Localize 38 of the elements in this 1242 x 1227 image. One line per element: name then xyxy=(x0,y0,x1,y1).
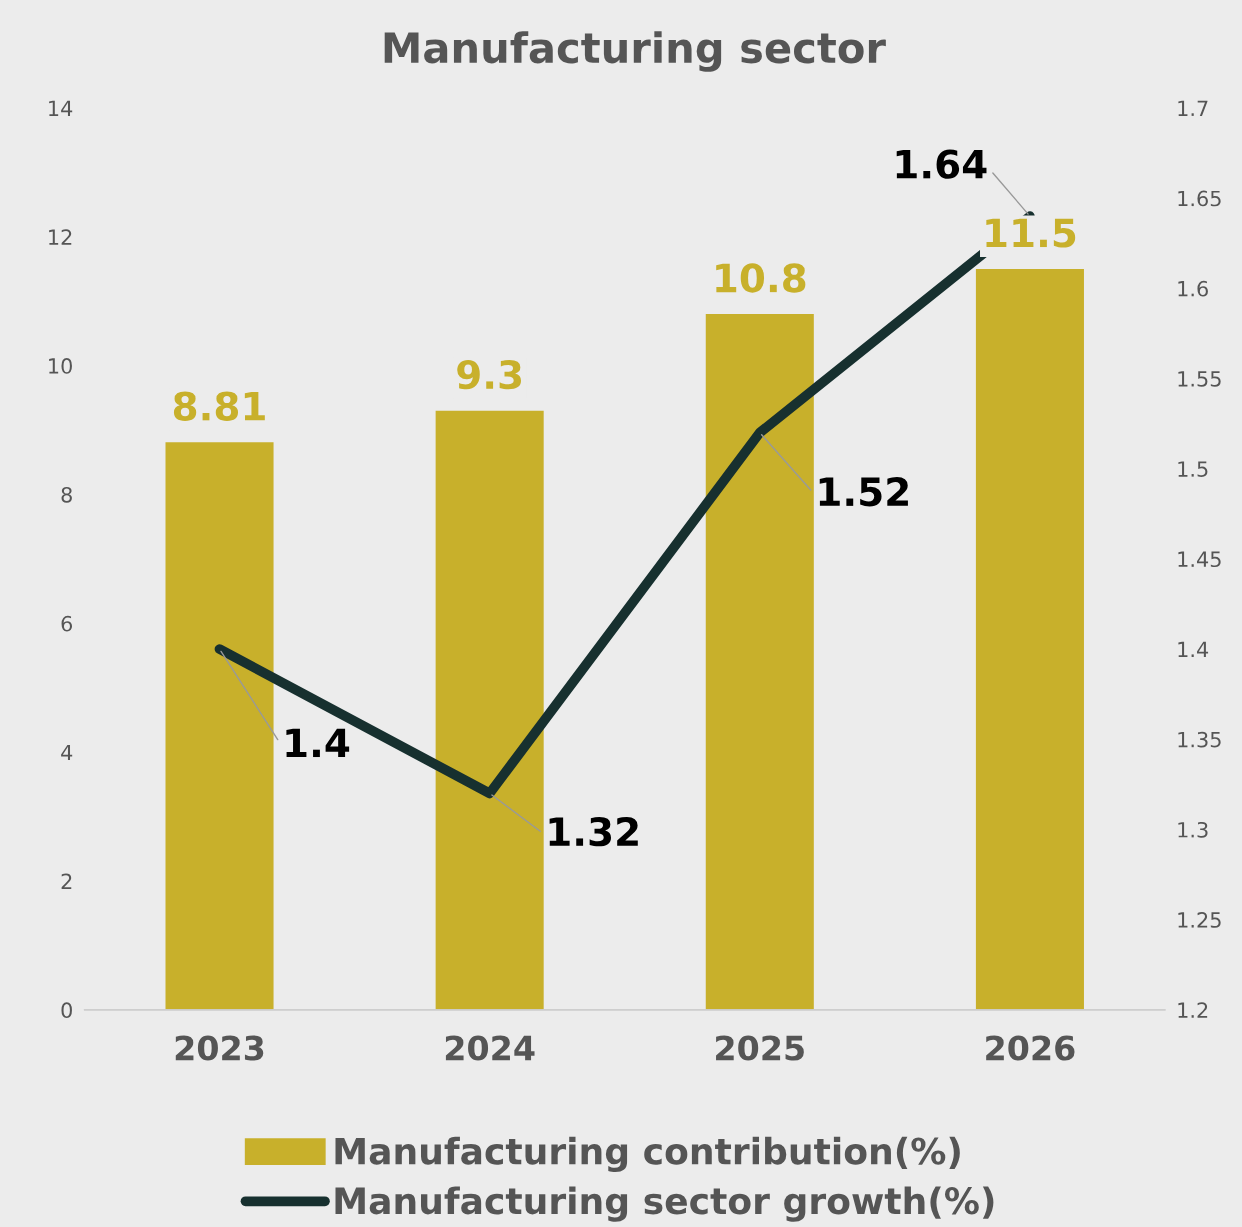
legend-label: Manufacturing contribution(%) xyxy=(335,1136,960,1173)
y-tick-label: 10 xyxy=(49,358,72,374)
x-tick-label: 2025 xyxy=(716,1035,804,1061)
y-tick-label: 2 xyxy=(61,873,72,889)
data-label: 9.3 xyxy=(457,359,522,390)
x-tick-label: 2024 xyxy=(445,1035,535,1061)
y2-tick-label: 1.65 xyxy=(1178,190,1221,207)
data-label: 11.5 xyxy=(986,218,1076,248)
bar xyxy=(705,314,814,1010)
y2-tick-label: 1.4 xyxy=(1178,641,1209,657)
y2-tick-label: 1.7 xyxy=(1178,100,1208,116)
data-label: 1.52 xyxy=(819,477,908,507)
y2-tick-label: 1.45 xyxy=(1178,551,1221,568)
data-label: 1.4 xyxy=(286,728,350,758)
bar xyxy=(435,410,544,1010)
y2-tick-label: 1.35 xyxy=(1178,731,1221,748)
legend-label: Manufacturing sector growth(%) xyxy=(335,1186,994,1222)
y-tick-label: 0 xyxy=(61,1002,72,1019)
data-label: 1.32 xyxy=(549,816,638,847)
x-tick-label: 2023 xyxy=(175,1035,264,1061)
y2-tick-label: 1.25 xyxy=(1178,912,1221,928)
y-tick-label: 14 xyxy=(49,100,73,116)
y-tick-label: 8 xyxy=(61,486,72,503)
y-tick-label: 6 xyxy=(61,615,73,632)
x-tick-label: 2026 xyxy=(986,1035,1075,1061)
chart-title: Manufacturing sector xyxy=(384,31,886,72)
bar xyxy=(165,442,274,1010)
y2-tick-label: 1.2 xyxy=(1178,1002,1208,1018)
data-label: 1.64 xyxy=(896,149,987,179)
y2-tick-label: 1.3 xyxy=(1178,821,1208,838)
y2-tick-label: 1.55 xyxy=(1178,371,1221,387)
y-tick-label: 4 xyxy=(61,744,73,761)
data-label: 10.8 xyxy=(716,263,806,293)
y2-tick-label: 1.5 xyxy=(1178,461,1208,477)
y2-tick-label: 1.6 xyxy=(1178,280,1208,297)
data-label: 8.81 xyxy=(173,391,265,421)
bar xyxy=(975,269,1084,1010)
y-tick-label: 12 xyxy=(49,229,72,245)
